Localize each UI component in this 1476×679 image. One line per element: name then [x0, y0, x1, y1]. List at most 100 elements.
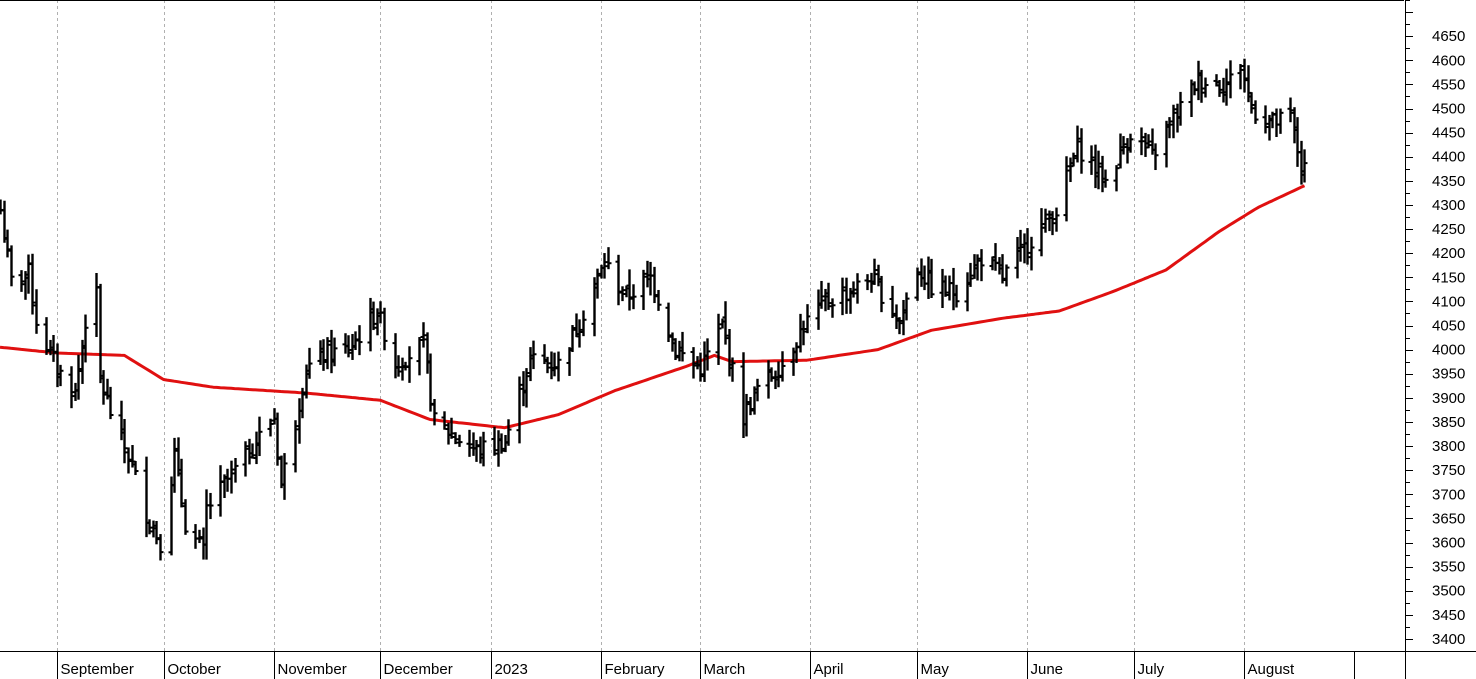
- ohlc-bar: [395, 355, 402, 377]
- ohlc-bar: [903, 292, 910, 321]
- x-tick-label: September: [61, 661, 134, 678]
- ohlc-bar: [157, 534, 164, 561]
- ohlc-bar: [1202, 77, 1209, 98]
- ohlc-bar: [914, 267, 921, 301]
- x-tick-label: July: [1138, 661, 1165, 678]
- ohlc-bar: [800, 320, 807, 346]
- ohlc-bar: [491, 426, 498, 456]
- ohlc-bar: [544, 356, 551, 374]
- ohlc-bar: [352, 331, 359, 351]
- ohlc-bar: [196, 529, 203, 544]
- ohlc-bar: [626, 269, 633, 311]
- ohlc-bar: [889, 285, 896, 319]
- ohlc-bar: [331, 337, 338, 367]
- ohlc-bar: [57, 364, 64, 387]
- ohlc-bar: [473, 439, 480, 462]
- ohlc-bar: [466, 429, 473, 457]
- y-tick-label: 4200: [1432, 245, 1465, 262]
- ohlc-bar: [651, 266, 658, 304]
- x-tick-label: August: [1248, 661, 1296, 678]
- ohlc-bar: [320, 339, 327, 371]
- y-tick-label: 4050: [1432, 318, 1465, 335]
- ohlc-bar: [1145, 134, 1152, 149]
- ohlc-bar: [523, 368, 530, 408]
- ohlc-bar: [381, 307, 388, 351]
- ohlc-bar: [420, 322, 427, 348]
- ohlc-bar: [498, 433, 505, 454]
- ohlc-bar: [228, 460, 235, 494]
- ohlc-bar: [928, 258, 935, 299]
- ohlc-bar: [630, 284, 637, 310]
- vertical-gridlines: [57, 0, 1245, 651]
- ohlc-bar: [1063, 156, 1070, 222]
- x-tick-label: June: [1031, 661, 1064, 678]
- ohlc-bar: [299, 387, 306, 419]
- ohlc-bar: [580, 310, 587, 337]
- ohlc-bar: [715, 313, 722, 365]
- ohlc-bar: [619, 286, 626, 302]
- ohlc-bar: [747, 396, 754, 416]
- ohlc-bar: [1170, 104, 1177, 139]
- ohlc-bar: [530, 340, 537, 370]
- ohlc-bar: [1127, 133, 1134, 153]
- ohlc-bar: [1102, 169, 1109, 188]
- y-tick-label: 3400: [1432, 631, 1465, 648]
- y-tick-label: 3650: [1432, 510, 1465, 527]
- ohlc-bar: [370, 301, 377, 331]
- x-tick-label: March: [704, 661, 746, 678]
- ohlc-bar: [818, 280, 825, 309]
- ohlc-bar: [594, 268, 601, 299]
- ohlc-bar: [1227, 60, 1234, 99]
- ohlc-bar: [690, 347, 697, 379]
- ohlc-bar: [1042, 208, 1049, 233]
- ohlc-bar: [516, 376, 523, 444]
- ohlc-bar: [551, 352, 558, 377]
- ohlc-bar: [448, 417, 455, 439]
- ohlc-bar: [416, 337, 423, 376]
- ohlc-bar: [75, 354, 82, 400]
- moving-average-layer: [0, 184, 1306, 430]
- ohlc-bar: [569, 325, 576, 353]
- ohlc-bar: [1113, 165, 1120, 192]
- y-tick-label: 4600: [1432, 52, 1465, 69]
- ohlc-bar: [974, 254, 981, 281]
- x-tick-label: May: [921, 661, 950, 678]
- ohlc-bar: [779, 351, 786, 382]
- ohlc-bar: [431, 398, 438, 426]
- ohlc-bar: [953, 284, 960, 308]
- ohlc-bar: [850, 281, 857, 298]
- ohlc-bar: [121, 419, 128, 464]
- ohlc-bar: [942, 275, 949, 297]
- ohlc-bar: [82, 314, 89, 363]
- ohlc-bar: [356, 325, 363, 356]
- ohlc-bar: [672, 338, 679, 361]
- ohlc-bar: [1216, 79, 1223, 97]
- ohlc-bar: [722, 301, 729, 345]
- ohlc-bar: [18, 270, 25, 292]
- y-tick-label: 3700: [1432, 486, 1465, 503]
- ohlc-bar: [232, 458, 239, 483]
- ohlc-bar: [825, 282, 832, 310]
- ohlc-bar: [207, 492, 214, 520]
- ohlc-bar: [665, 302, 672, 342]
- ohlc-bar: [1241, 58, 1248, 93]
- y-tick-label: 4300: [1432, 197, 1465, 214]
- ohlc-bar: [878, 275, 885, 313]
- y-axis: 3400 3450 3500 3550 3600 3650 3700 3750 3800 3850…: [1405, 0, 1465, 648]
- ohlc-bar: [1252, 100, 1259, 124]
- ohlc-bar: [480, 431, 487, 467]
- x-tick-label: April: [814, 661, 844, 678]
- ohlc-bar: [978, 249, 985, 282]
- ohlc-bar: [1138, 127, 1145, 156]
- ohlc-bar: [896, 317, 903, 335]
- ohlc-bar: [132, 461, 139, 476]
- ohlc-bar: [1028, 236, 1035, 271]
- ohlc-bar: [704, 338, 711, 371]
- ohlc-bar: [292, 420, 299, 473]
- ohlc-bar: [999, 254, 1006, 284]
- ohlc-bar: [1177, 91, 1184, 126]
- x-tick-label: November: [278, 661, 347, 678]
- ohlc-bar: [171, 437, 178, 493]
- ohlc-bar: [1053, 207, 1060, 232]
